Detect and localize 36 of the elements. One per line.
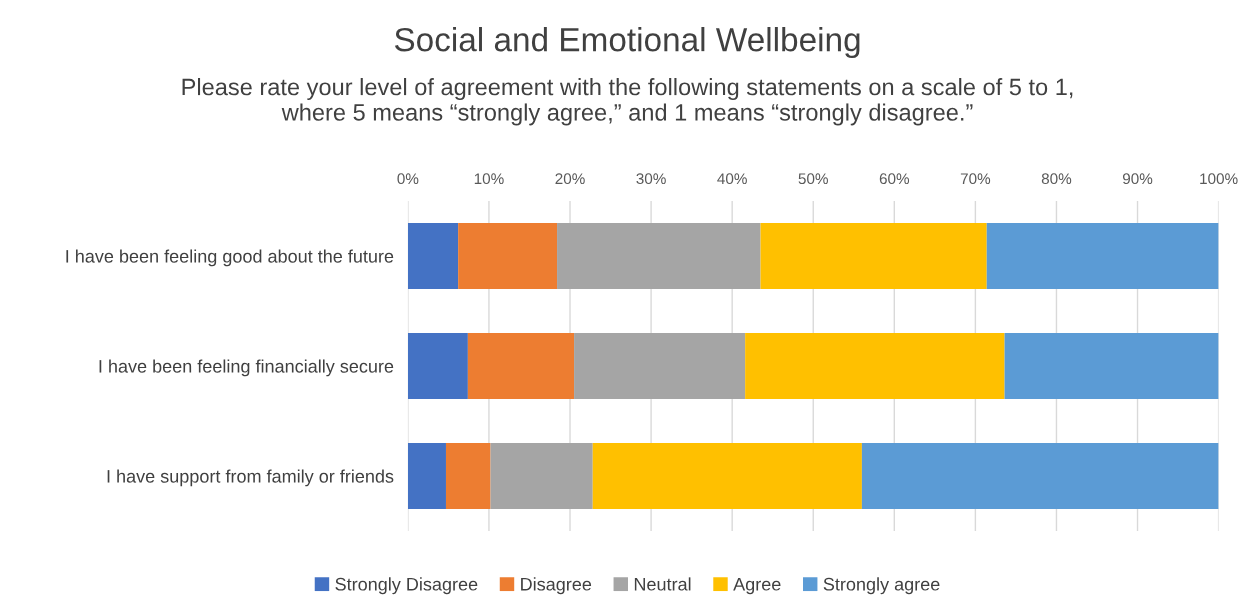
y-tick-label: I have support from family or friends — [107, 469, 394, 487]
bar — [407, 223, 459, 289]
legend-label: Neutral — [634, 577, 691, 591]
bar — [861, 443, 1219, 509]
x-tick-label: 50% — [798, 173, 828, 185]
bar — [445, 443, 491, 509]
legend-label: Disagree — [521, 577, 592, 595]
x-tick-label: 20% — [555, 173, 585, 185]
bar — [1004, 333, 1219, 399]
x-tick-label: 70% — [960, 173, 991, 185]
bar — [458, 223, 558, 289]
chart-subtitle: Please rate your level of agreement with the following statements on a scale of 5 to 1, where 5 means “strongly agree,” and 1 means “strongly disagree.” — [182, 78, 1073, 126]
x-tick-label: 100% — [1200, 173, 1238, 185]
x-tick-label: 30% — [636, 173, 666, 185]
y-tick-label: I have been feeling good about the future — [66, 249, 394, 267]
legend-label: Agree — [733, 578, 781, 595]
bar — [745, 333, 1005, 399]
bar — [574, 333, 746, 399]
bar — [557, 223, 761, 289]
bar — [407, 443, 446, 509]
bar — [490, 443, 593, 509]
x-tick-label: 10% — [474, 173, 504, 185]
bar — [760, 223, 987, 289]
x-tick-label: 0% — [397, 173, 419, 185]
bar — [592, 443, 862, 509]
bar — [407, 333, 468, 399]
x-tick-label: 90% — [1122, 173, 1153, 185]
chart-title: Social and Emotional Wellbeing — [394, 27, 860, 59]
x-tick-label: 60% — [879, 173, 910, 185]
x-tick-label: 80% — [1041, 173, 1072, 185]
legend-label: Strongly agree — [823, 577, 940, 595]
x-tick-label: 40% — [717, 173, 747, 185]
bar — [467, 333, 575, 399]
bar — [986, 223, 1219, 289]
y-tick-label: I have been feeling financially secure — [99, 359, 394, 377]
legend-label: Strongly Disagree — [335, 577, 478, 595]
